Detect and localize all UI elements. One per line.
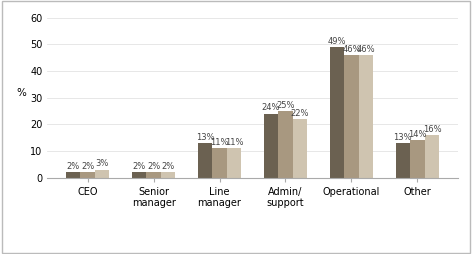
Text: 22%: 22% bbox=[291, 108, 309, 118]
Text: 13%: 13% bbox=[394, 133, 412, 141]
Bar bbox=[95, 170, 110, 178]
Text: 11%: 11% bbox=[225, 138, 243, 147]
Legend: Government departments, Central government, All public entities: Government departments, Central governme… bbox=[50, 250, 455, 254]
Text: 49%: 49% bbox=[328, 37, 346, 45]
Bar bbox=[198, 143, 212, 178]
Bar bbox=[212, 148, 227, 178]
Bar bbox=[227, 148, 241, 178]
Bar bbox=[329, 47, 344, 178]
Bar bbox=[161, 172, 176, 178]
Y-axis label: %: % bbox=[17, 88, 26, 98]
Text: 14%: 14% bbox=[408, 130, 427, 139]
Text: 25%: 25% bbox=[276, 101, 295, 109]
Bar bbox=[146, 172, 161, 178]
Bar bbox=[66, 172, 80, 178]
Bar bbox=[264, 114, 278, 178]
Bar bbox=[359, 55, 373, 178]
Text: 2%: 2% bbox=[67, 162, 80, 171]
Text: 2%: 2% bbox=[81, 162, 94, 171]
Text: 13%: 13% bbox=[196, 133, 214, 141]
Text: 16%: 16% bbox=[422, 124, 441, 134]
Bar bbox=[80, 172, 95, 178]
Text: 46%: 46% bbox=[342, 44, 361, 54]
Text: 46%: 46% bbox=[357, 44, 375, 54]
Text: 24%: 24% bbox=[262, 103, 280, 112]
Text: 2%: 2% bbox=[133, 162, 146, 171]
Bar bbox=[278, 111, 293, 178]
Text: 2%: 2% bbox=[161, 162, 175, 171]
Text: 11%: 11% bbox=[211, 138, 229, 147]
Bar bbox=[293, 119, 307, 178]
Bar bbox=[396, 143, 410, 178]
Bar bbox=[410, 140, 425, 178]
Bar bbox=[132, 172, 146, 178]
Text: 2%: 2% bbox=[147, 162, 160, 171]
Bar bbox=[344, 55, 359, 178]
Bar bbox=[425, 135, 439, 178]
Text: 3%: 3% bbox=[95, 159, 109, 168]
